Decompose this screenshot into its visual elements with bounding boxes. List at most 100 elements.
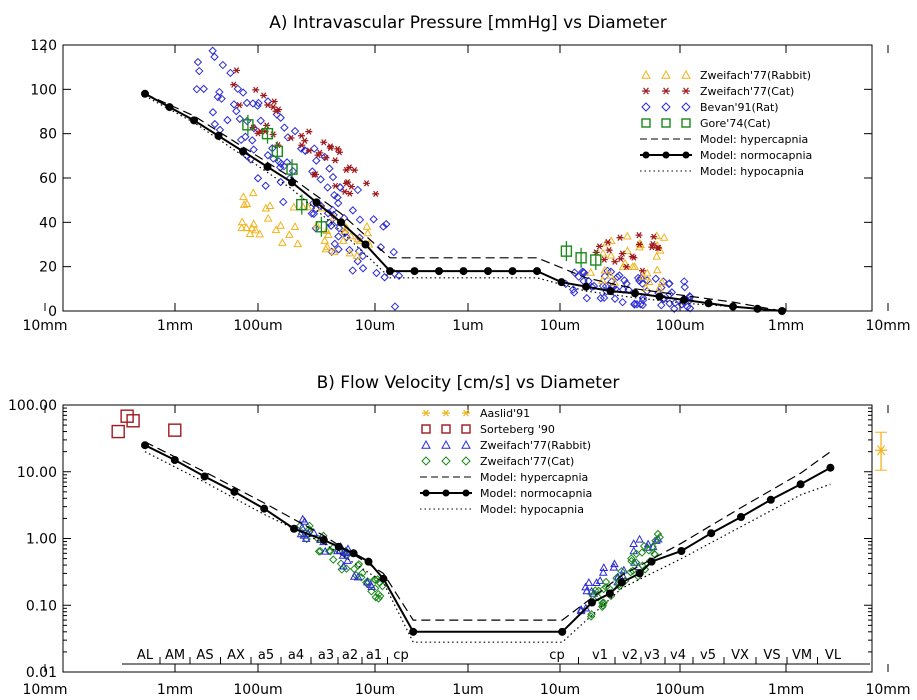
gore-cat-point: [242, 119, 254, 131]
aaslid-point: [875, 445, 888, 456]
model-normocapnia-line-b-point: [319, 535, 328, 544]
legend-marker-a: [681, 69, 691, 79]
bevan-rat-point: [606, 267, 616, 276]
legend-marker-b: [421, 424, 431, 434]
model-normocapnia-line-b-point: [230, 487, 239, 496]
legend-zweifach-cat: Zweifach'77(Cat): [700, 85, 794, 98]
zweifach-cat-point-b: [655, 533, 664, 542]
x-tick-label-b: 10mm: [865, 682, 910, 698]
y-tick-label-b: 10.00: [17, 465, 57, 481]
zweifach-cat-point: [635, 232, 643, 239]
gore-cat-point: [315, 221, 328, 233]
y-tick-label-a: 100: [30, 82, 57, 98]
model-normocapnia-line-a-point: [214, 131, 223, 140]
bevan-rat-point: [657, 300, 666, 310]
zweifach-rabbit-point: [659, 232, 669, 241]
gore-cat-point: [575, 252, 587, 264]
bevan-rat-point: [269, 154, 278, 163]
zweifach-cat-point-b: [314, 547, 324, 556]
bevan-rat-point: [685, 304, 695, 313]
model-normocapnia-line-a-point: [263, 162, 272, 171]
bevan-rat-point: [630, 300, 639, 309]
zweifach-cat-point: [322, 154, 330, 161]
zweifach-cat-point: [611, 258, 619, 265]
legend-model-normocapnia-b: Model: normocapnia: [480, 487, 592, 500]
legend-marker-b: [442, 409, 450, 417]
zweifach-rabbit-point: [606, 250, 616, 259]
bevan-rat-point: [210, 52, 219, 62]
zweifach-cat-point-b: [632, 558, 641, 567]
model-normocapnia-line-b-point: [334, 542, 343, 551]
legend-bevan-rat: Bevan'91(Rat): [700, 101, 779, 114]
model-normocapnia-line-b-point: [260, 504, 269, 513]
zweifach-rabbit-point: [237, 223, 247, 232]
zweifach-rabbit-point: [265, 201, 275, 210]
zweifach-rabbit-point: [245, 229, 255, 237]
panel-a-title: A) Intravascular Pressure [mmHg] vs Diam…: [269, 13, 667, 33]
x-tick-label-b: 1mm: [157, 682, 193, 698]
legend-sorteberg: Sorteberg '90: [480, 423, 555, 436]
bevan-rat-point: [276, 113, 285, 122]
segment-label: AX: [227, 648, 245, 663]
bevan-rat-point: [379, 222, 388, 231]
legend-model-hypocapnia: Model: hypocapnia: [700, 165, 804, 178]
zweifach-rabbit-point: [340, 226, 349, 234]
bevan-rat-point: [249, 145, 258, 154]
zweifach-rabbit-point-b: [635, 534, 644, 543]
model-normocapnia-line-a-point: [631, 289, 639, 298]
bevan-rat-point: [215, 87, 224, 97]
legend-marker-a: [641, 118, 651, 128]
gore-cat-point: [286, 163, 298, 175]
bevan-rat-point: [603, 266, 612, 276]
zweifach-cat-point: [260, 92, 268, 99]
bevan-rat-point: [280, 123, 289, 132]
model-normocapnia-line-b-point: [409, 627, 418, 636]
bevan-rat-point: [389, 247, 398, 257]
zweifach-rabbit-point: [345, 248, 355, 257]
zweifach-cat-point: [655, 244, 663, 252]
zweifach-rabbit-point-b: [581, 582, 590, 591]
y-tick-label-a: 20: [39, 260, 57, 276]
zweifach-cat-point: [332, 182, 340, 190]
bevan-rat-point: [253, 101, 262, 110]
zweifach-rabbit-point: [642, 268, 652, 277]
zweifach-cat-point-b: [593, 593, 603, 602]
model-normocapnia-line-a-point: [606, 287, 615, 296]
y-tick-label-a: 0: [48, 304, 57, 320]
segment-label: v1: [592, 648, 608, 663]
model-normocapnia-line-b-point: [707, 529, 716, 538]
bevan-rat-point: [334, 245, 343, 254]
bevan-rat-point: [632, 300, 642, 309]
zweifach-rabbit-point: [239, 192, 248, 201]
zweifach-cat-point: [314, 151, 322, 159]
bevan-rat-point: [323, 209, 333, 218]
zweifach-cat-point: [269, 103, 277, 111]
bevan-rat-point: [333, 198, 343, 208]
zweifach-rabbit-point: [644, 277, 654, 286]
bevan-rat-point: [301, 146, 310, 156]
segment-label: AS: [196, 648, 213, 663]
panel-a-scatter: [192, 46, 695, 313]
zweifach-rabbit-point-b: [584, 577, 594, 586]
model-normocapnia-line-a-point: [459, 267, 468, 276]
panel-b-legend: Aaslid'91 Sorteberg '90 Zweifach'77(Rabb…: [420, 407, 592, 516]
bevan-rat-point: [254, 98, 263, 108]
zweifach-rabbit-point: [285, 230, 294, 238]
zweifach-cat-point: [298, 132, 306, 139]
zweifach-rabbit-point-b: [595, 576, 605, 584]
bevan-rat-point: [358, 264, 368, 273]
zweifach-cat-point: [331, 157, 339, 164]
x-tick-label-b: 10mm: [22, 682, 67, 698]
zweifach-cat-point-b: [627, 554, 636, 563]
zweifach-cat-point-b: [337, 565, 347, 574]
segment-label: cp: [393, 648, 408, 663]
model-normocapnia-line-b-point: [200, 472, 209, 481]
panel-b-title: B) Flow Velocity [cm/s] vs Diameter: [317, 373, 620, 393]
bevan-rat-point: [613, 272, 622, 282]
segment-label: VM: [792, 648, 812, 663]
segment-label: a3: [318, 648, 334, 663]
x-tick-label-a: 10mm: [22, 318, 67, 334]
bevan-rat-point: [596, 293, 605, 303]
zweifach-rabbit-point: [261, 203, 271, 212]
